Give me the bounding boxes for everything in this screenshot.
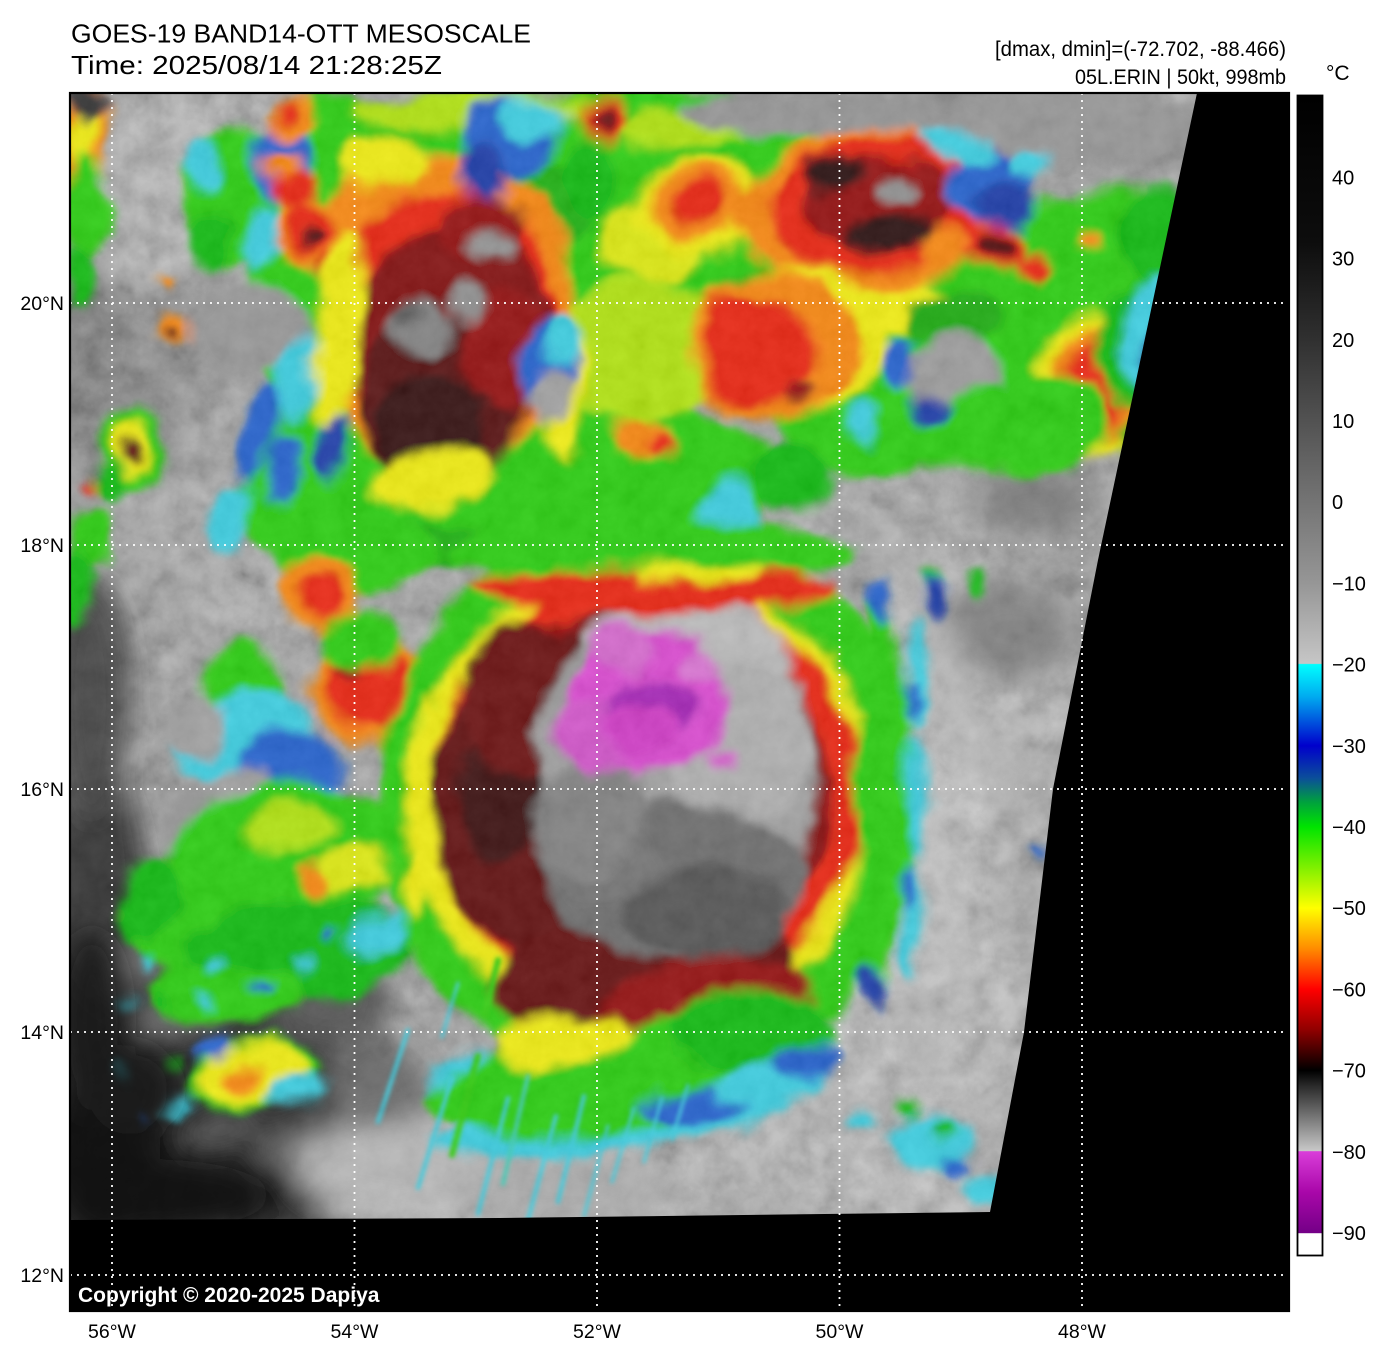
svg-text:GOES-19 BAND14-OTT MESOSCALE: GOES-19 BAND14-OTT MESOSCALE xyxy=(71,19,531,49)
svg-text:18°N: 18°N xyxy=(20,535,64,557)
svg-text:56°W: 56°W xyxy=(88,1321,136,1343)
svg-text:−70: −70 xyxy=(1332,1061,1366,1083)
svg-text:[dmax, dmin]=(-72.702, -88.466: [dmax, dmin]=(-72.702, -88.466) xyxy=(995,38,1286,61)
svg-text:−60: −60 xyxy=(1332,979,1366,1001)
svg-text:−80: −80 xyxy=(1332,1142,1366,1164)
svg-text:Time: 2025/08/14 21:28:25Z: Time: 2025/08/14 21:28:25Z xyxy=(71,50,442,80)
svg-text:52°W: 52°W xyxy=(573,1321,621,1343)
svg-text:20°N: 20°N xyxy=(20,293,64,315)
svg-text:−50: −50 xyxy=(1332,898,1366,920)
svg-text:10: 10 xyxy=(1332,411,1354,433)
svg-text:°C: °C xyxy=(1326,62,1350,85)
svg-text:30: 30 xyxy=(1332,249,1354,271)
svg-text:48°W: 48°W xyxy=(1058,1321,1106,1343)
svg-text:12°N: 12°N xyxy=(20,1265,64,1287)
svg-text:−20: −20 xyxy=(1332,655,1366,677)
svg-text:16°N: 16°N xyxy=(20,779,64,801)
svg-text:Copyright © 2020-2025 Dapiya: Copyright © 2020-2025 Dapiya xyxy=(78,1284,380,1307)
svg-text:20: 20 xyxy=(1332,330,1354,352)
svg-text:−30: −30 xyxy=(1332,736,1366,758)
svg-text:−40: −40 xyxy=(1332,817,1366,839)
svg-text:05L.ERIN | 50kt, 998mb: 05L.ERIN | 50kt, 998mb xyxy=(1075,66,1286,89)
svg-text:40: 40 xyxy=(1332,167,1354,189)
svg-text:−10: −10 xyxy=(1332,573,1366,595)
svg-text:−90: −90 xyxy=(1332,1223,1366,1245)
svg-text:50°W: 50°W xyxy=(816,1321,864,1343)
svg-text:14°N: 14°N xyxy=(20,1022,64,1044)
svg-text:54°W: 54°W xyxy=(331,1321,379,1343)
svg-text:0: 0 xyxy=(1332,492,1343,514)
